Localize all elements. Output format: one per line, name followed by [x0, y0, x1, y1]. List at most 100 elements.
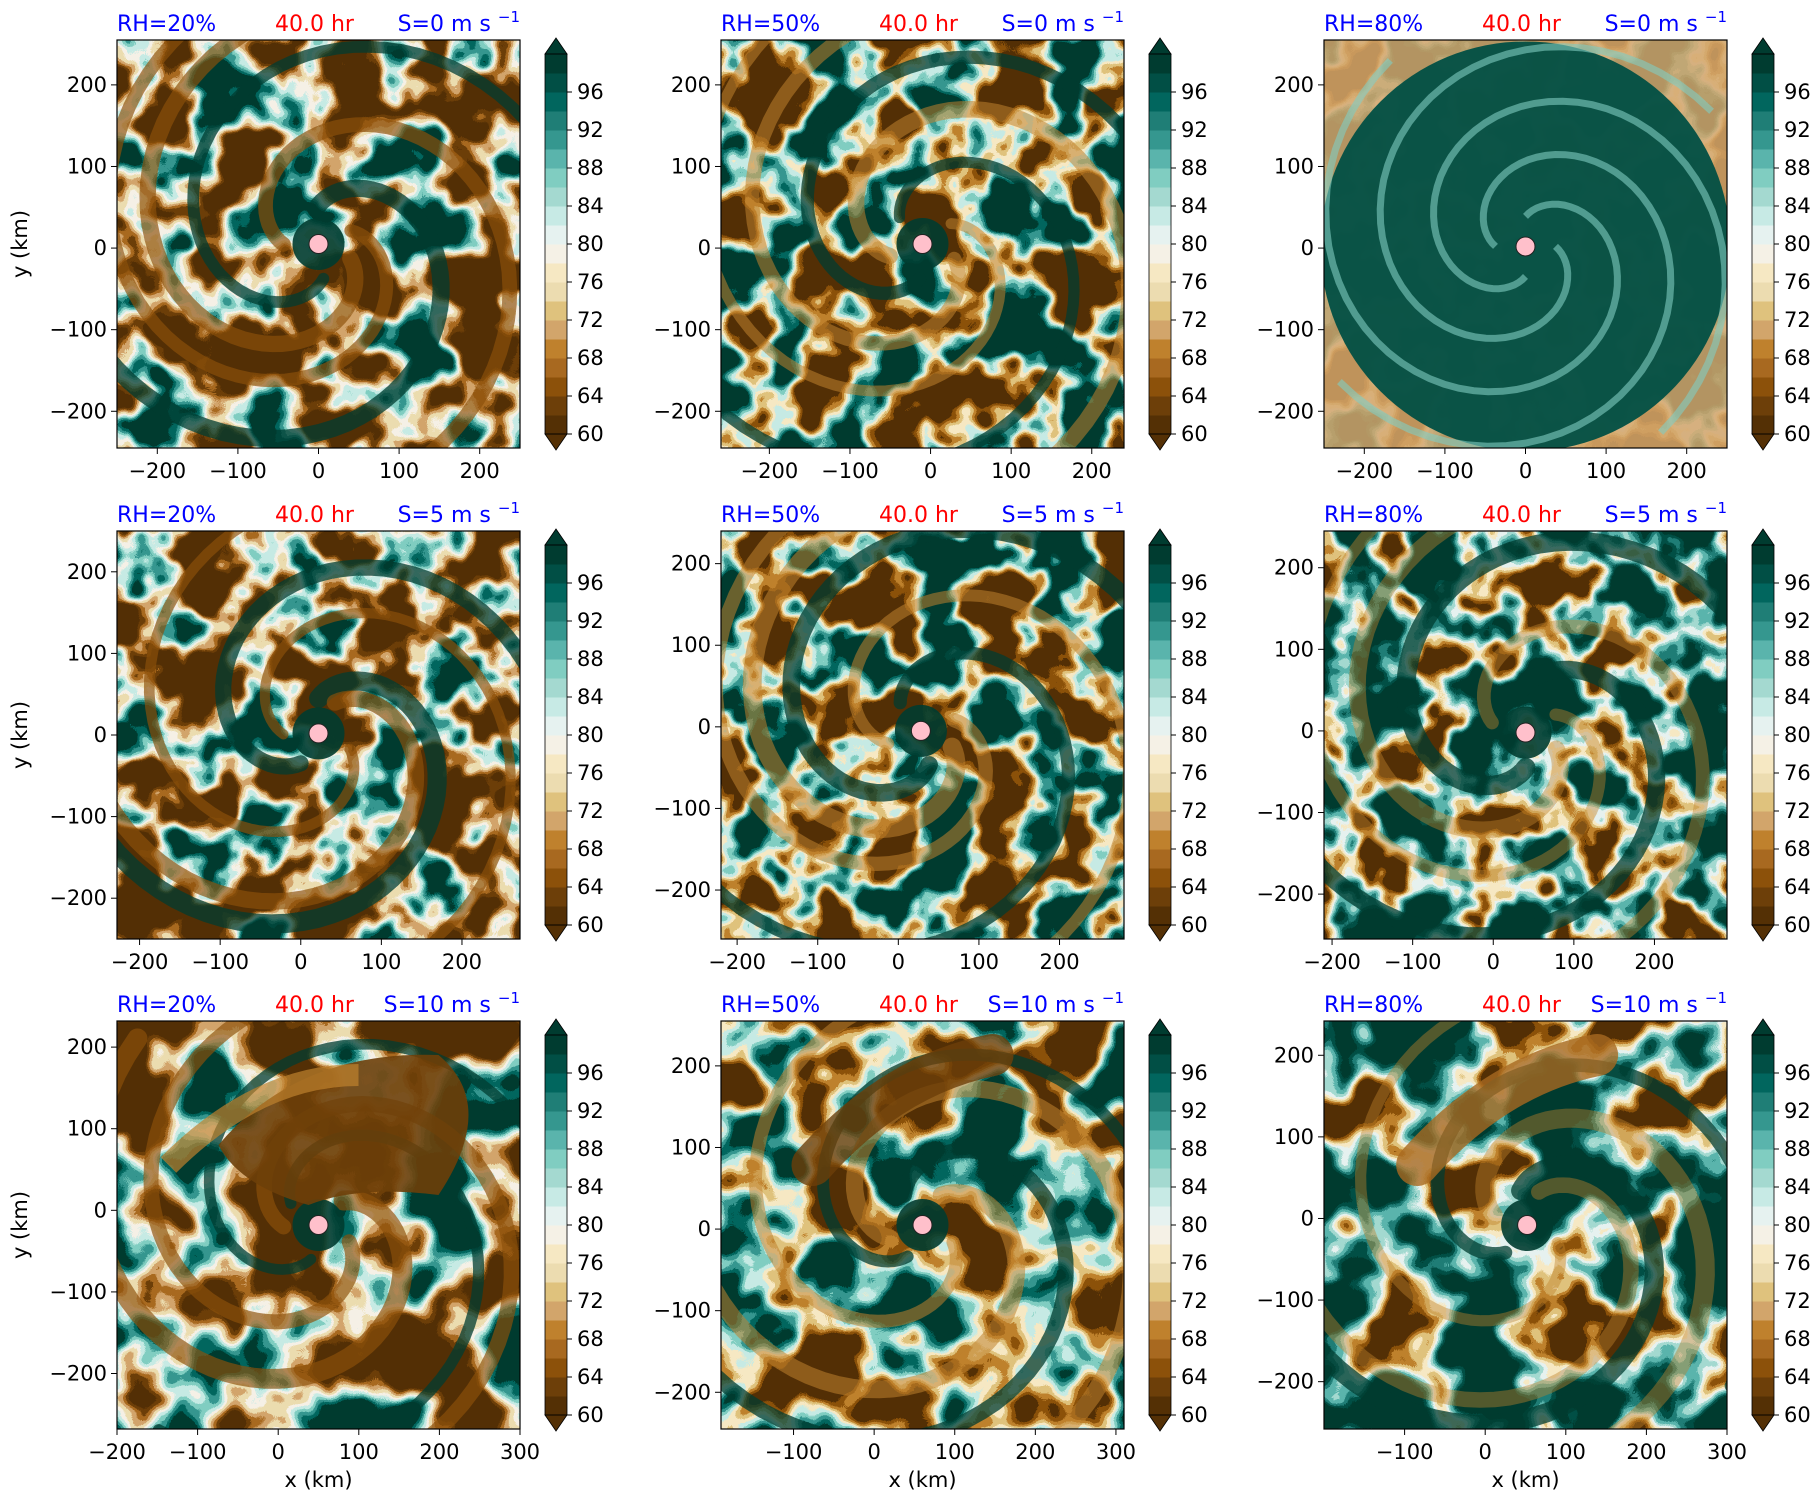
colorbar-tick-label: 68 [1181, 346, 1208, 370]
colorbar-segment [1149, 1054, 1171, 1074]
colorbar-segment [1149, 716, 1171, 736]
plot-frame [116, 1020, 521, 1430]
colorbar-segment [1149, 263, 1171, 283]
colorbar-tick-label: 84 [577, 194, 604, 218]
colorbar-max-extend [1148, 1018, 1172, 1036]
colorbar-segment [1752, 1282, 1774, 1302]
colorbar-tick-label: 60 [1784, 913, 1811, 937]
colorbar-segment [1752, 206, 1774, 226]
spiral-band [143, 531, 360, 838]
x-tick-label: 200 [1626, 1440, 1666, 1464]
x-tick-label: −100 [765, 1440, 823, 1464]
colorbar-segment [1752, 1035, 1774, 1055]
colorbar-segment [1149, 906, 1171, 926]
rh-label: RH=20% [117, 503, 216, 528]
storm-center-marker [910, 720, 931, 741]
colorbar-segment [1752, 1054, 1774, 1074]
y-tick-label: 100 [67, 154, 107, 178]
colorbar-tick-label: 84 [1181, 1175, 1208, 1199]
colorbar-tick-label: 96 [577, 1061, 604, 1085]
colorbar-segment [1149, 545, 1171, 565]
plot-frame [1323, 530, 1728, 940]
colorbar-segment [545, 225, 567, 245]
colorbar-segment [1752, 301, 1774, 321]
storm-center-marker [308, 723, 329, 744]
y-tick-label: −100 [49, 318, 107, 342]
y-tick-label: −200 [1256, 1370, 1314, 1394]
colorbar-segment [545, 1168, 567, 1188]
x-tick-label: 200 [1015, 1440, 1055, 1464]
colorbar-segment [545, 602, 567, 622]
colorbar-tick-label: 88 [1784, 156, 1811, 180]
shear-exponent: −1 [498, 499, 520, 517]
colorbar-segment [1752, 1168, 1774, 1188]
colorbar-segment [1752, 1187, 1774, 1207]
spiral-band [187, 40, 520, 308]
colorbar-segment [1752, 830, 1774, 850]
colorbar-segment [1149, 754, 1171, 774]
spiral-band [1324, 1177, 1639, 1408]
x-axis-label: x (km) [284, 1468, 352, 1492]
rh-label: RH=50% [721, 993, 820, 1018]
spiral-band [1475, 1108, 1715, 1429]
colorbar-segment [1149, 659, 1171, 679]
x-tick-label: 200 [460, 459, 500, 483]
shear-exponent: −1 [1705, 989, 1727, 1007]
colorbar-tick-label: 72 [1181, 1289, 1208, 1313]
x-tick-label: −100 [821, 459, 879, 483]
shear-exponent: −1 [1102, 8, 1124, 26]
rainband [1324, 58, 1621, 396]
colorbar-segment [1752, 225, 1774, 245]
colorbar: 60 64 68 72 76 80 84 88 92 96 [1148, 528, 1208, 942]
colorbar-segment [1149, 1320, 1171, 1340]
colorbar-segment [1149, 564, 1171, 584]
shear-exponent: −1 [1102, 499, 1124, 517]
colorbar-segment [545, 1035, 567, 1055]
colorbar-segment [1149, 111, 1171, 131]
y-axis-label: y (km) [8, 210, 32, 278]
colorbar-segment [545, 735, 567, 755]
x-tick-label: 200 [1634, 950, 1674, 974]
y-tick-label: 100 [67, 1117, 107, 1141]
colorbar-segment [545, 678, 567, 698]
spiral-band [1324, 660, 1666, 939]
colorbar-segment [1149, 301, 1171, 321]
y-tick-label: 200 [1274, 1043, 1314, 1067]
plot-frame [720, 39, 1125, 449]
colorbar: 60 64 68 72 76 80 84 88 92 96 [1148, 1018, 1208, 1432]
dry-band [160, 1064, 359, 1173]
colorbar-tick-label: 76 [1784, 1251, 1811, 1275]
y-tick-label: −100 [1256, 801, 1314, 825]
colorbar-max-extend [1148, 528, 1172, 546]
rh-label: RH=50% [721, 12, 820, 37]
colorbar-tick-label: 96 [1784, 80, 1811, 104]
colorbar-segment [545, 1301, 567, 1321]
colorbar-tick-label: 80 [1181, 723, 1208, 747]
colorbar-tick-label: 84 [1784, 685, 1811, 709]
colorbar-tick-label: 76 [577, 1251, 604, 1275]
colorbar-tick-label: 76 [1181, 761, 1208, 785]
colorbar-tick-label: 92 [1784, 1099, 1811, 1123]
colorbar-segment [1149, 168, 1171, 188]
colorbar-tick-label: 64 [1784, 875, 1811, 899]
y-tick-label: 200 [67, 1035, 107, 1059]
colorbar-segment [1149, 1377, 1171, 1397]
colorbar-segment [545, 659, 567, 679]
colorbar-tick-label: 64 [1784, 1365, 1811, 1389]
x-tick-label: 100 [379, 459, 419, 483]
shear-text: S=5 m s [1002, 503, 1102, 528]
colorbar-tick-label: 92 [1784, 609, 1811, 633]
colorbar-segment [1149, 1301, 1171, 1321]
x-axis-label: x (km) [1491, 1468, 1559, 1492]
rh-label: RH=50% [721, 503, 820, 528]
colorbar-min-extend [1148, 1414, 1172, 1432]
spiral-band [259, 607, 516, 939]
colorbar-tick-label: 80 [577, 723, 604, 747]
colorbar-tick-label: 80 [1784, 1213, 1811, 1237]
colorbar-tick-label: 68 [1181, 837, 1208, 861]
colorbar-tick-label: 88 [1784, 1137, 1811, 1161]
colorbar-segment [545, 1320, 567, 1340]
colorbar-segment [1149, 187, 1171, 207]
y-tick-label: −100 [1256, 1288, 1314, 1312]
colorbar-segment [545, 887, 567, 907]
